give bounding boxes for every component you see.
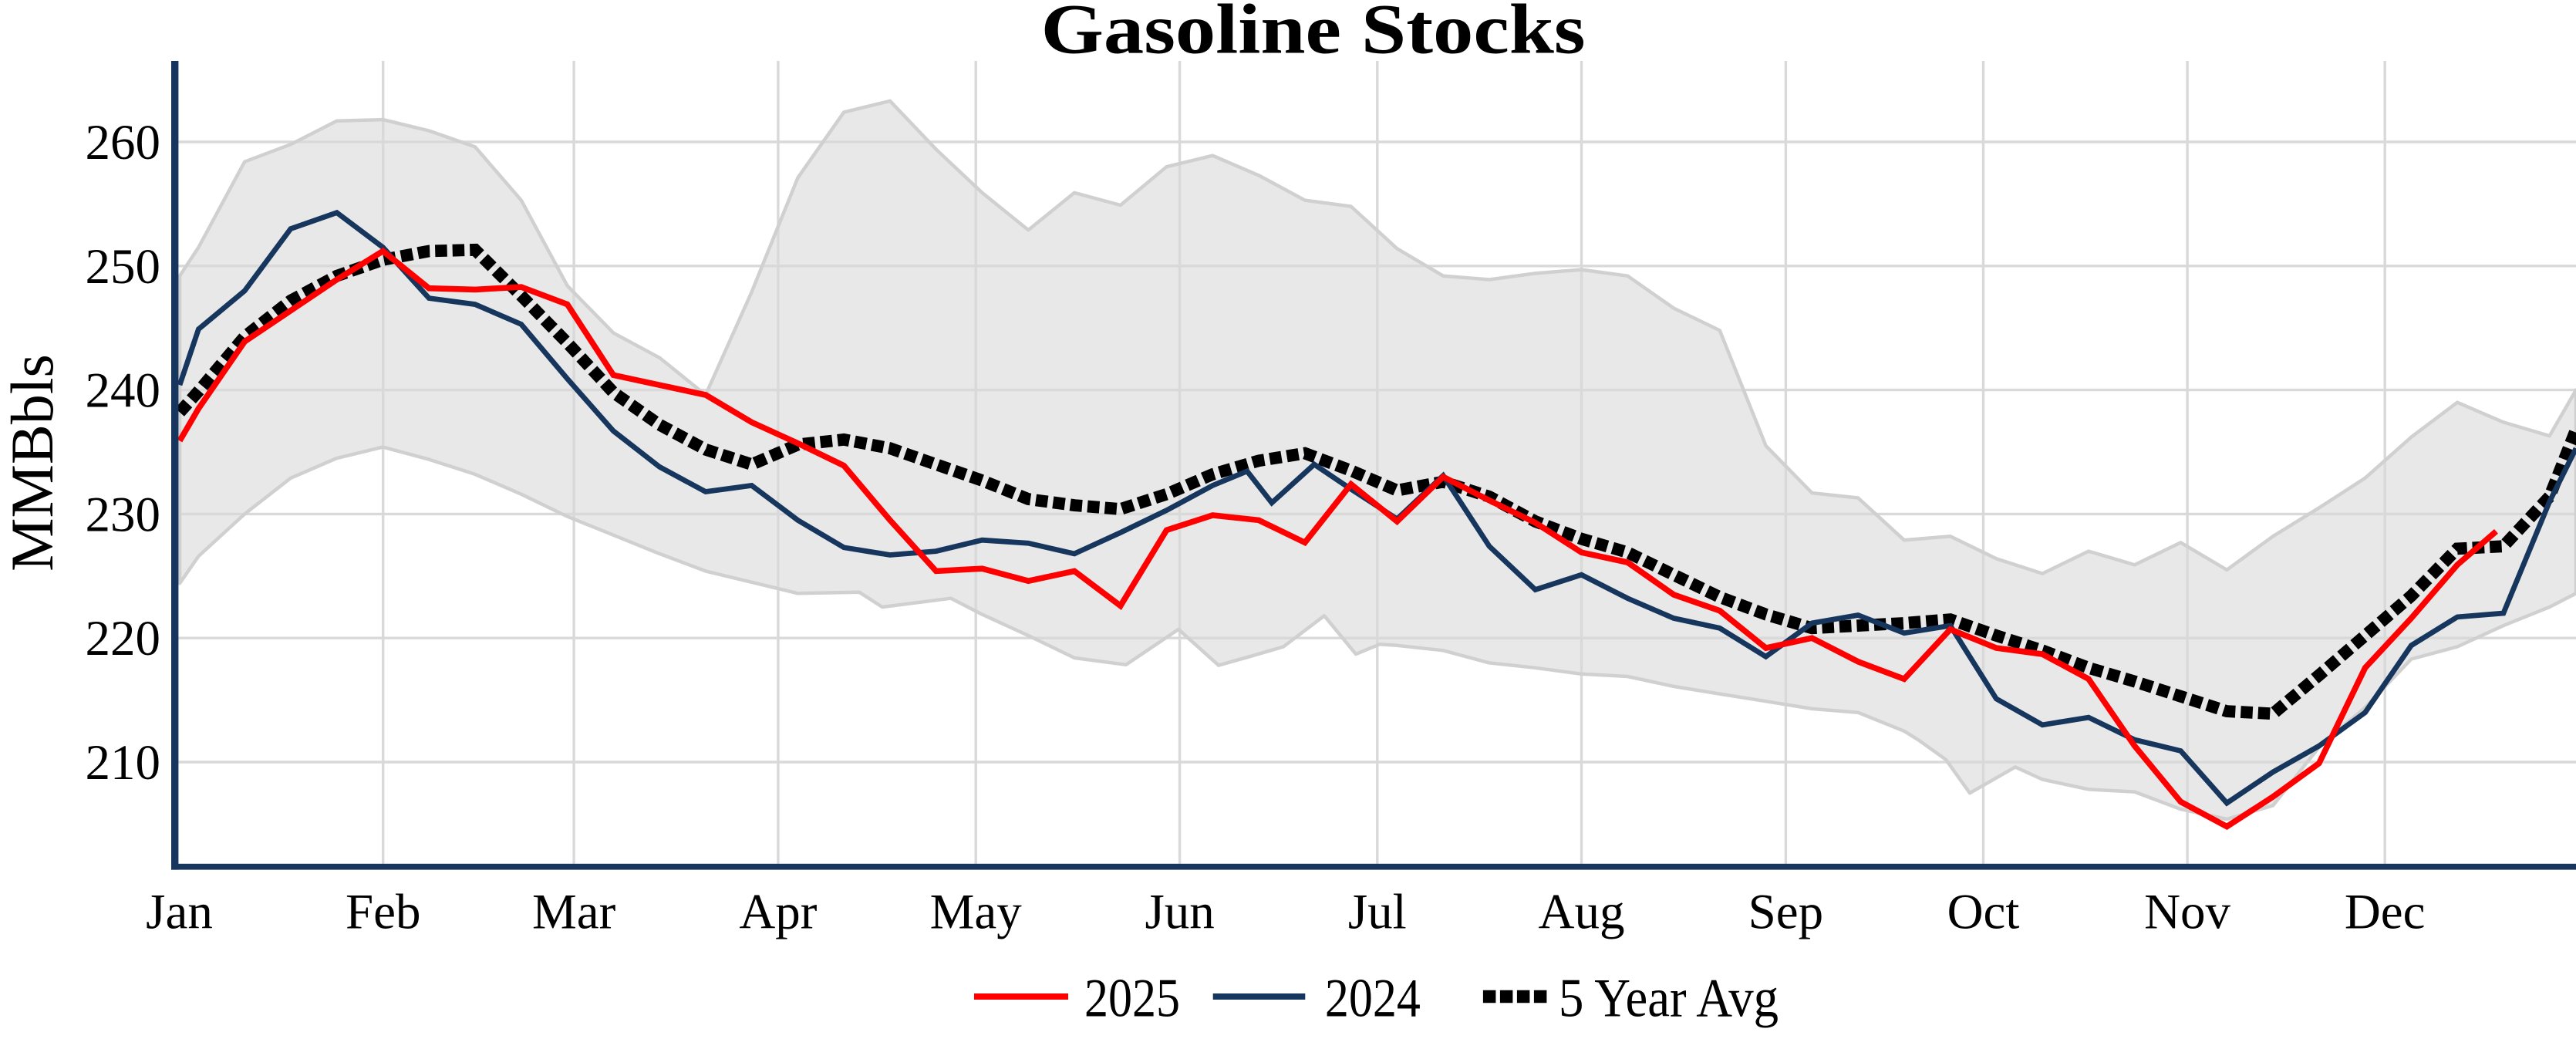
svg-text:May: May	[930, 884, 1023, 939]
svg-text:Sep: Sep	[1748, 884, 1824, 939]
svg-text:Jan: Jan	[146, 884, 213, 939]
svg-text:210: 210	[86, 735, 161, 791]
svg-text:240: 240	[86, 363, 161, 419]
svg-text:Gasoline Stocks: Gasoline Stocks	[1041, 0, 1586, 69]
svg-text:5 Year Avg: 5 Year Avg	[1559, 969, 1779, 1029]
svg-text:Aug: Aug	[1539, 884, 1625, 939]
svg-text:Jul: Jul	[1348, 884, 1407, 939]
svg-text:MMBbls: MMBbls	[0, 354, 66, 572]
svg-text:Jun: Jun	[1145, 884, 1214, 939]
svg-text:Nov: Nov	[2144, 884, 2230, 939]
svg-text:Feb: Feb	[346, 884, 421, 939]
svg-text:Dec: Dec	[2345, 884, 2426, 939]
svg-text:2025: 2025	[1084, 969, 1180, 1029]
svg-text:250: 250	[86, 239, 161, 295]
svg-text:Oct: Oct	[1947, 884, 2020, 939]
svg-text:2024: 2024	[1325, 969, 1421, 1029]
svg-text:230: 230	[86, 487, 161, 542]
svg-text:Apr: Apr	[739, 884, 817, 939]
svg-text:Mar: Mar	[532, 884, 616, 939]
svg-text:260: 260	[86, 115, 161, 170]
svg-text:220: 220	[86, 611, 161, 666]
